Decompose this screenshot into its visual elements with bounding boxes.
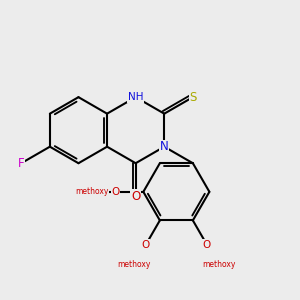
Text: methoxy: methoxy	[118, 260, 151, 269]
Text: S: S	[189, 91, 197, 104]
Text: methoxy: methoxy	[76, 187, 109, 196]
Text: NH: NH	[128, 92, 143, 102]
Text: O: O	[203, 240, 211, 250]
Text: methoxy: methoxy	[202, 260, 235, 269]
Text: O: O	[131, 190, 140, 203]
Text: N: N	[160, 140, 169, 153]
Text: O: O	[111, 187, 119, 197]
Text: O: O	[142, 240, 150, 250]
Text: F: F	[18, 157, 25, 170]
